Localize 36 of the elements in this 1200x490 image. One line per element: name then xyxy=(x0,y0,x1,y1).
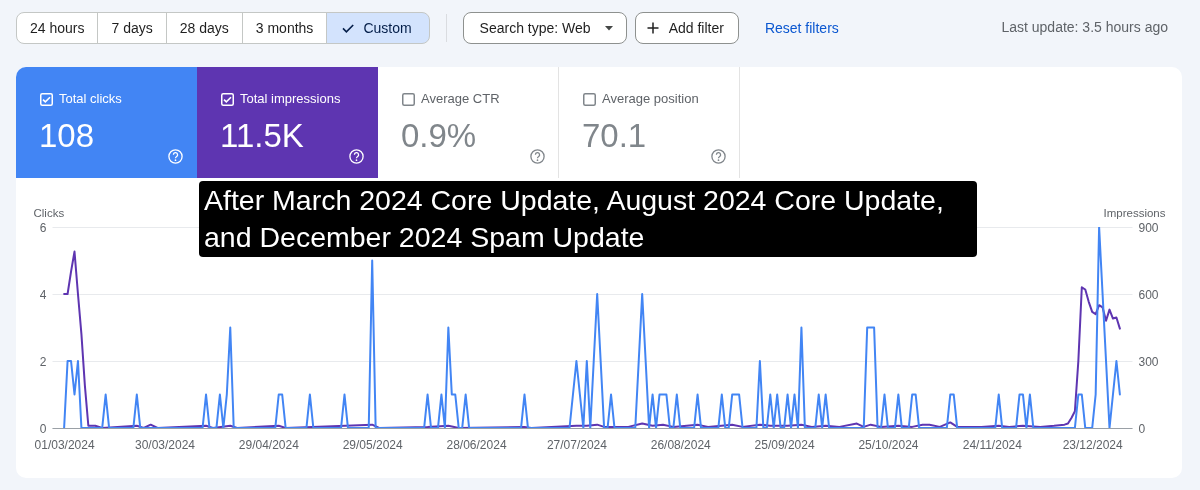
y2-tick-label: 600 xyxy=(1138,287,1159,302)
toggle-button: 28 days xyxy=(165,12,243,44)
toggle-button: 24 hours xyxy=(16,12,99,44)
x-tick-label: 28/06/2024 xyxy=(446,437,507,452)
selected-toggle-button: Custom xyxy=(326,12,430,44)
y2-tick-label: 900 xyxy=(1138,220,1159,235)
y2-tick-label: 300 xyxy=(1138,354,1159,369)
x-tick-label: 30/03/2024 xyxy=(134,437,196,452)
dropdown-button: Search type: Web xyxy=(462,12,627,44)
x-tick-label: 29/05/2024 xyxy=(342,437,404,452)
y2-axis-title: Impressions xyxy=(1103,206,1166,219)
button: Add filter xyxy=(634,12,739,44)
y-tick-label: 2 xyxy=(39,354,47,369)
metric-card: Total impressions 11.5K xyxy=(197,67,378,178)
metric-card: Total clicks 108 xyxy=(16,67,197,178)
y-tick-label: 0 xyxy=(39,421,47,436)
toggle-button: 7 days xyxy=(97,12,167,44)
toggle-button: 3 months xyxy=(241,12,328,44)
x-tick-label: 29/04/2024 xyxy=(238,437,300,452)
category-label: Total clicks xyxy=(59,91,122,106)
x-tick-label: 24/11/2024 xyxy=(962,437,1023,452)
x-tick-label: 26/08/2024 xyxy=(650,437,712,452)
x-tick-label: 25/10/2024 xyxy=(858,437,919,452)
text: Last update: 3.5 hours ago xyxy=(1001,19,1168,35)
y2-tick-label: 0 xyxy=(1138,421,1146,436)
category-label: Average CTR xyxy=(421,91,500,106)
y-axis-title: Clicks xyxy=(33,206,65,219)
category-label: Total impressions xyxy=(240,91,341,106)
x-tick-label: 25/09/2024 xyxy=(754,437,815,452)
y-tick-label: 6 xyxy=(39,220,47,235)
x-tick-label: 23/12/2024 xyxy=(1062,437,1124,452)
y-tick-label: 4 xyxy=(39,287,47,302)
x-tick-label: 01/03/2024 xyxy=(34,437,95,452)
link: Reset filters xyxy=(764,20,839,36)
category-label: Average position xyxy=(602,91,699,106)
x-tick-label: 27/07/2024 xyxy=(546,437,608,452)
